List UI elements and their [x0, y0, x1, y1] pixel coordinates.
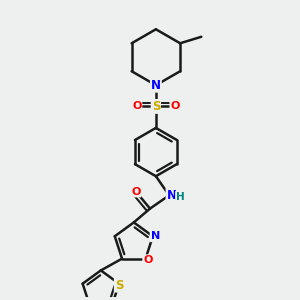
Text: S: S	[152, 100, 160, 113]
Text: N: N	[167, 189, 176, 202]
Text: N: N	[151, 231, 160, 241]
Text: O: O	[143, 255, 153, 265]
Text: O: O	[170, 101, 180, 111]
Text: H: H	[176, 192, 185, 202]
Text: O: O	[131, 187, 141, 196]
Text: N: N	[151, 79, 161, 92]
Text: O: O	[132, 101, 141, 111]
Text: S: S	[115, 279, 123, 292]
